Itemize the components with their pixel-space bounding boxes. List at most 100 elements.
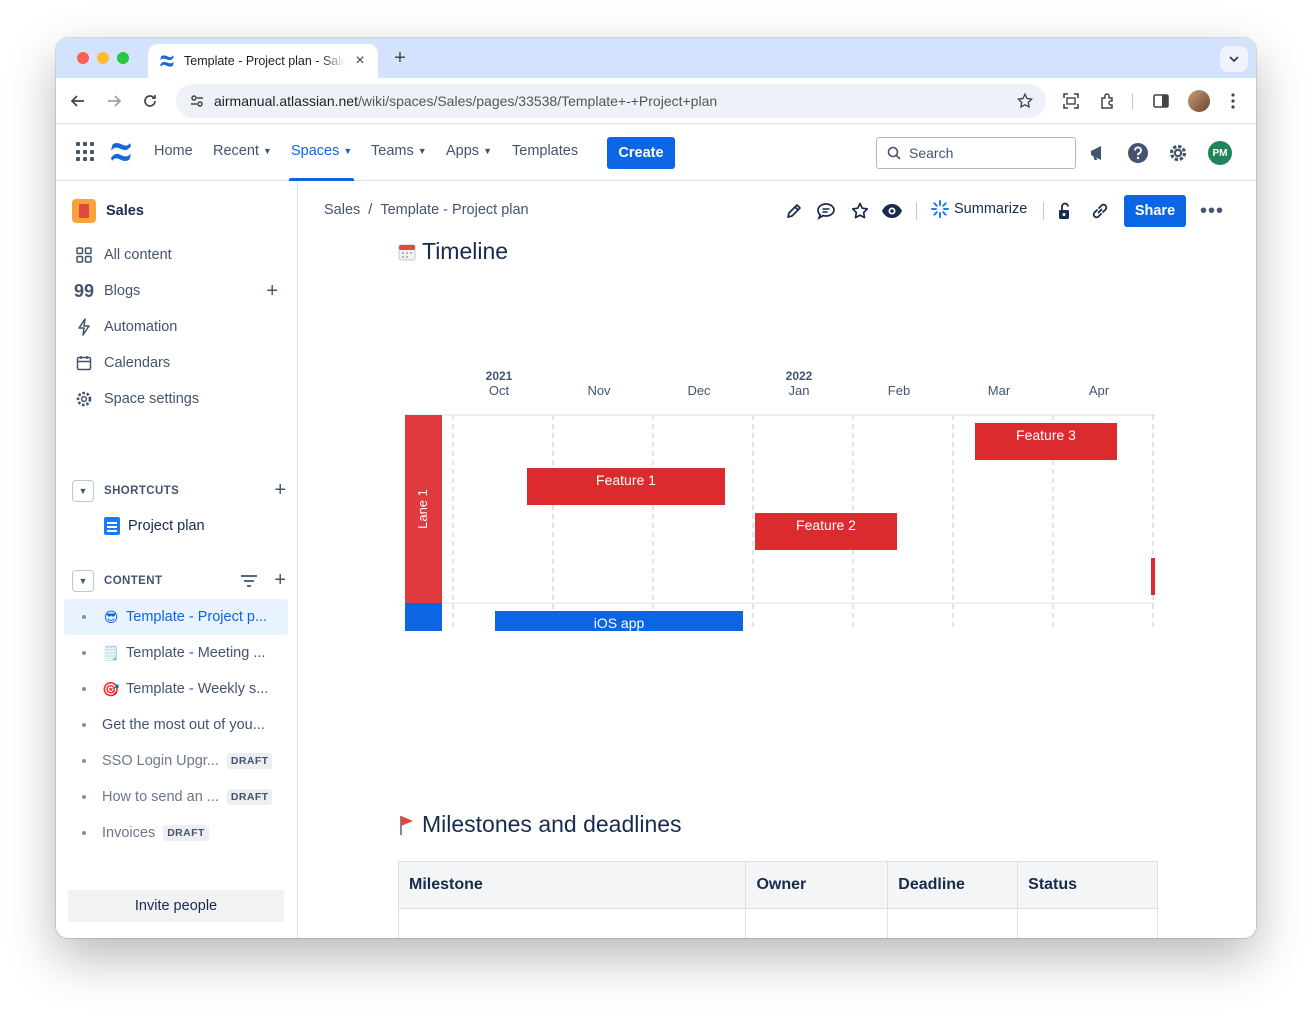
back-button[interactable] (67, 90, 89, 112)
nav-recent[interactable]: Recent ▼ (213, 143, 272, 159)
add-blog-icon[interactable]: + (266, 280, 278, 302)
collapse-shortcuts-icon[interactable]: ▼ (72, 480, 94, 502)
edit-button[interactable] (782, 199, 806, 223)
timeline-bar[interactable]: Feature 3 (975, 423, 1117, 460)
link-icon (1092, 203, 1108, 219)
breadcrumb: Sales / Template - Project plan (324, 202, 529, 218)
invite-people-button[interactable]: Invite people (68, 890, 284, 922)
draft-badge: DRAFT (226, 789, 273, 805)
bullet (82, 723, 86, 727)
app-switcher-icon[interactable] (76, 142, 96, 162)
sidebar-item-blogs[interactable]: 99 Blogs + (64, 275, 288, 307)
tree-item[interactable]: 🗒️ Template - Meeting ... (64, 635, 288, 671)
address-bar[interactable]: airmanual.atlassian.net/wiki/spaces/Sale… (176, 84, 1046, 118)
watch-button[interactable] (880, 199, 904, 223)
space-header[interactable]: Sales (72, 199, 144, 223)
bookmark-star-icon[interactable] (1016, 92, 1034, 110)
settings-button[interactable] (1166, 141, 1190, 165)
nav-templates[interactable]: Templates (512, 143, 578, 159)
shortcut-project-plan[interactable]: Project plan (104, 517, 205, 535)
tree-item[interactable]: 😎 Template - Project p... (64, 599, 288, 635)
sidebar-item-space-settings[interactable]: Space settings (64, 383, 288, 415)
summarize-button[interactable]: Summarize (930, 199, 1027, 219)
draft-badge: DRAFT (226, 753, 273, 769)
sidebar-item-all-content[interactable]: All content (64, 239, 288, 271)
notifications-button[interactable] (1086, 141, 1110, 165)
share-button[interactable]: Share (1124, 195, 1186, 227)
tree-item[interactable]: SSO Login Upgr... DRAFT (64, 743, 288, 779)
table-cell[interactable] (745, 908, 889, 938)
forward-button[interactable] (103, 90, 125, 112)
comments-button[interactable] (814, 199, 838, 223)
tab-search-button[interactable] (1220, 46, 1248, 72)
copy-link-button[interactable] (1088, 199, 1112, 223)
site-info-icon[interactable] (180, 93, 214, 109)
tab-close-icon[interactable]: × (355, 52, 365, 69)
breadcrumb-space-link[interactable]: Sales (324, 202, 361, 218)
profile-avatar[interactable] (1188, 90, 1210, 112)
add-shortcut-icon[interactable]: + (274, 479, 286, 501)
extensions-button[interactable] (1097, 90, 1119, 112)
content-section-header: ▼ CONTENT + (72, 569, 288, 593)
nav-teams[interactable]: Teams ▼ (371, 143, 427, 159)
confluence-logo-icon[interactable] (109, 140, 133, 164)
nav-apps[interactable]: Apps ▼ (446, 143, 492, 159)
tree-item[interactable]: Get the most out of you... (64, 707, 288, 743)
timeline-heading-text: Timeline (422, 238, 509, 264)
create-button[interactable]: Create (607, 137, 675, 169)
user-avatar[interactable]: PM (1208, 141, 1232, 165)
timeline-bar-rect[interactable] (527, 468, 725, 505)
lane-label: Lane 1 (415, 489, 430, 529)
chrome-menu-button[interactable] (1222, 90, 1244, 112)
sidebar-item-automation[interactable]: Automation (64, 311, 288, 343)
timeline-bar-rect[interactable] (495, 611, 743, 631)
timeline-bar[interactable]: Feature 2 (755, 513, 897, 550)
timeline-bar-label: Feature 3 (1016, 427, 1076, 443)
megaphone-icon (1091, 146, 1101, 160)
reload-button[interactable] (139, 90, 161, 112)
timeline-bar[interactable]: iOS app (495, 611, 743, 631)
column-header-owner: Owner (745, 861, 889, 909)
browser-tab[interactable]: Template - Project plan - Sales × (148, 44, 378, 78)
more-actions-icon[interactable]: ••• (1200, 200, 1225, 222)
bullet (82, 759, 86, 763)
tree-item-label: Template - Weekly s... (126, 681, 269, 697)
lane-header[interactable] (405, 603, 442, 631)
minimize-window-button[interactable] (97, 52, 109, 64)
lane-header[interactable] (405, 415, 442, 603)
calendar-emoji-icon (398, 244, 416, 260)
side-panel-button[interactable] (1150, 90, 1172, 112)
table-cell[interactable] (887, 908, 1019, 938)
breadcrumb-separator: / (368, 202, 373, 218)
nav-home[interactable]: Home (154, 143, 193, 159)
timeline-bar[interactable]: Feature 1 (527, 468, 725, 505)
collapse-content-icon[interactable]: ▼ (72, 570, 94, 592)
nav-spaces[interactable]: Spaces ▼ (291, 143, 352, 159)
star-button[interactable] (848, 199, 872, 223)
close-window-button[interactable] (77, 52, 89, 64)
timeline-bar-rect[interactable] (1151, 558, 1160, 595)
tree-item[interactable]: 🎯 Template - Weekly s... (64, 671, 288, 707)
breadcrumb-page-link[interactable]: Template - Project plan (380, 202, 529, 218)
timeline-bar[interactable] (1151, 558, 1160, 595)
new-tab-icon[interactable]: + (394, 47, 406, 69)
maximize-window-button[interactable] (117, 52, 129, 64)
table-cell[interactable] (397, 908, 747, 938)
tree-item[interactable]: How to send an ... DRAFT (64, 779, 288, 815)
timeline-bar-rect[interactable] (975, 423, 1117, 460)
timeline-bar-rect[interactable] (755, 513, 897, 550)
milestones-heading-text: Milestones and deadlines (422, 811, 682, 837)
sidebar-item-calendars[interactable]: Calendars (64, 347, 288, 379)
puzzle-icon (1101, 93, 1113, 109)
table-cell[interactable] (1017, 908, 1158, 938)
chevron-down-icon: ▼ (417, 146, 427, 156)
filter-icon[interactable] (240, 574, 258, 588)
add-content-icon[interactable]: + (274, 569, 286, 591)
restrictions-button[interactable] (1054, 199, 1078, 223)
screenshot-button[interactable] (1060, 90, 1082, 112)
help-button[interactable] (1126, 141, 1150, 165)
search-placeholder: Search (909, 145, 954, 161)
tree-item[interactable]: Invoices DRAFT (64, 815, 288, 851)
search-input[interactable]: Search (876, 137, 1076, 169)
